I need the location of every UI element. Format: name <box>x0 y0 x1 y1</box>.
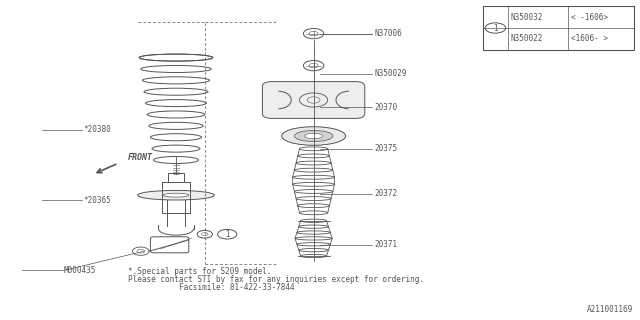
Text: N37006: N37006 <box>374 29 402 38</box>
FancyBboxPatch shape <box>262 82 365 118</box>
Text: M000435: M000435 <box>64 266 97 275</box>
Text: 20371: 20371 <box>374 240 397 249</box>
Ellipse shape <box>163 193 189 197</box>
Text: *20380: *20380 <box>83 125 111 134</box>
Text: *.Special parts for S209 model.: *.Special parts for S209 model. <box>128 268 271 276</box>
Text: 20375: 20375 <box>374 144 397 153</box>
Text: N350029: N350029 <box>374 69 407 78</box>
Ellipse shape <box>138 190 214 200</box>
Bar <box>483 6 634 50</box>
Text: 20372: 20372 <box>374 189 397 198</box>
Text: Please contact STI by fax for any inquiries except for ordering.: Please contact STI by fax for any inquir… <box>128 276 424 284</box>
Ellipse shape <box>294 131 333 142</box>
Text: < -1606>: < -1606> <box>571 13 608 22</box>
Text: 1: 1 <box>493 23 498 33</box>
Text: <1606- >: <1606- > <box>571 34 608 43</box>
Ellipse shape <box>305 133 323 139</box>
Text: N350022: N350022 <box>510 34 543 43</box>
Text: Facsimile: 81-422-33-7844: Facsimile: 81-422-33-7844 <box>179 284 295 292</box>
Bar <box>168 173 184 182</box>
Text: 1: 1 <box>225 230 230 239</box>
Text: A211001169: A211001169 <box>588 305 634 314</box>
Text: *20365: *20365 <box>83 196 111 204</box>
Text: 20370: 20370 <box>374 103 397 112</box>
Text: N350032: N350032 <box>510 13 543 22</box>
Text: FRONT: FRONT <box>128 153 153 162</box>
Ellipse shape <box>282 127 346 145</box>
